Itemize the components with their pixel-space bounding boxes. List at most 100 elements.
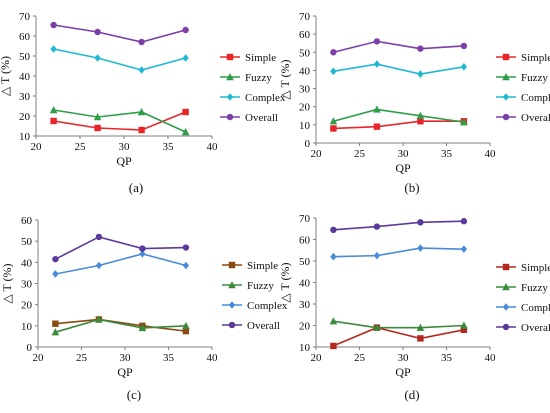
legend-marker xyxy=(226,113,234,121)
data-point-complex xyxy=(182,261,190,270)
data-point-fuzzy xyxy=(373,323,381,331)
legend-marker xyxy=(502,323,510,331)
y-tick-label: 10 xyxy=(299,342,311,354)
data-point-overall xyxy=(417,219,424,226)
data-point-overall xyxy=(417,45,424,52)
data-point-simple xyxy=(460,326,468,333)
data-point-overall xyxy=(330,226,337,234)
y-tick-label: 70 xyxy=(299,213,311,225)
data-point-simple xyxy=(330,342,337,350)
legend-item-simple: Simple xyxy=(496,262,550,274)
legend-marker xyxy=(502,93,510,101)
data-point-fuzzy xyxy=(416,323,425,331)
legend-label: Simple xyxy=(521,262,550,274)
x-axis-label: QP xyxy=(116,154,132,168)
data-point-overall xyxy=(460,42,468,50)
x-tick-label: 40 xyxy=(485,148,497,160)
legend-label: Overall xyxy=(521,112,550,124)
legend-label: Overall xyxy=(247,320,280,332)
legend-marker xyxy=(226,53,234,61)
series-line-complex xyxy=(333,247,464,258)
legend-label: Simple xyxy=(247,260,278,272)
data-point-complex xyxy=(94,54,101,62)
y-tick-label: 10 xyxy=(19,131,31,143)
data-point-fuzzy xyxy=(138,323,147,332)
data-point-complex xyxy=(182,54,189,62)
series-complex xyxy=(50,45,189,74)
series-overall xyxy=(52,233,190,263)
data-point-overall xyxy=(182,26,189,34)
legend-item-fuzzy: Fuzzy xyxy=(496,282,548,294)
legend-marker xyxy=(226,93,234,101)
series-overall xyxy=(330,218,468,234)
legend-marker xyxy=(502,73,510,81)
series-complex xyxy=(330,60,468,78)
x-tick-label: 30 xyxy=(120,352,132,364)
data-point-fuzzy xyxy=(182,321,190,330)
y-tick-label: 20 xyxy=(21,300,33,312)
series-simple xyxy=(50,108,189,134)
data-point-fuzzy xyxy=(49,106,58,114)
x-tick-label: 30 xyxy=(398,352,410,364)
y-tick-label: 50 xyxy=(299,47,311,59)
legend-marker xyxy=(502,303,510,311)
data-point-overall xyxy=(94,28,101,36)
series-line-complex xyxy=(53,48,186,71)
data-point-fuzzy xyxy=(51,328,60,336)
series-line-simple xyxy=(53,111,186,131)
series-overall xyxy=(330,38,468,56)
data-point-simple xyxy=(330,125,337,132)
legend-label: Simple xyxy=(521,52,550,64)
x-tick-label: 40 xyxy=(207,352,219,364)
legend-item-fuzzy: Fuzzy xyxy=(496,72,548,84)
series-line-overall xyxy=(53,24,186,43)
x-tick-label: 35 xyxy=(163,141,175,153)
x-tick-label: 35 xyxy=(441,352,453,364)
data-point-fuzzy xyxy=(329,117,338,125)
y-tick-label: 40 xyxy=(21,257,33,269)
data-point-fuzzy xyxy=(460,118,468,126)
y-tick-label: 70 xyxy=(19,11,31,23)
y-tick-label: 50 xyxy=(299,256,311,268)
data-point-fuzzy xyxy=(460,321,468,329)
data-point-simple xyxy=(373,123,381,130)
data-point-fuzzy xyxy=(137,108,146,116)
x-tick-label: 25 xyxy=(354,148,366,160)
legend-item-complex: Complex xyxy=(496,302,550,314)
y-tick-label: 20 xyxy=(299,321,311,333)
data-point-complex xyxy=(95,261,103,270)
series-simple xyxy=(52,316,190,335)
y-tick-label: 20 xyxy=(299,102,311,114)
data-point-overall xyxy=(139,245,146,252)
data-point-complex xyxy=(373,60,381,68)
legend-marker xyxy=(228,261,236,269)
y-tick-label: 60 xyxy=(19,31,31,43)
series-fuzzy xyxy=(329,105,468,126)
data-point-overall xyxy=(52,255,59,263)
x-axis-label: QP xyxy=(117,365,133,379)
y-tick-label: 0 xyxy=(27,342,33,354)
data-point-simple xyxy=(50,117,57,125)
legend-item-overall: Overall xyxy=(220,112,278,124)
legend-item-overall: Overall xyxy=(496,112,550,124)
legend-item-complex: Complex xyxy=(222,300,288,312)
y-tick-label: 40 xyxy=(299,65,311,77)
legend-label: Overall xyxy=(245,112,278,124)
series-fuzzy xyxy=(51,315,190,336)
legend-item-complex: Complex xyxy=(496,92,550,104)
y-tick-label: 60 xyxy=(299,235,311,247)
data-point-overall xyxy=(138,38,145,46)
y-axis-label: △ T (%) xyxy=(278,59,292,99)
legend-label: Fuzzy xyxy=(247,280,274,292)
data-point-complex xyxy=(139,250,146,258)
y-tick-label: 60 xyxy=(21,215,33,227)
panel-caption: (d) xyxy=(404,387,419,402)
series-line-simple xyxy=(333,120,464,130)
y-tick-label: 40 xyxy=(19,71,31,83)
x-tick-label: 40 xyxy=(485,352,497,364)
legend-item-overall: Overall xyxy=(222,320,280,332)
legend-item-fuzzy: Fuzzy xyxy=(220,72,272,84)
